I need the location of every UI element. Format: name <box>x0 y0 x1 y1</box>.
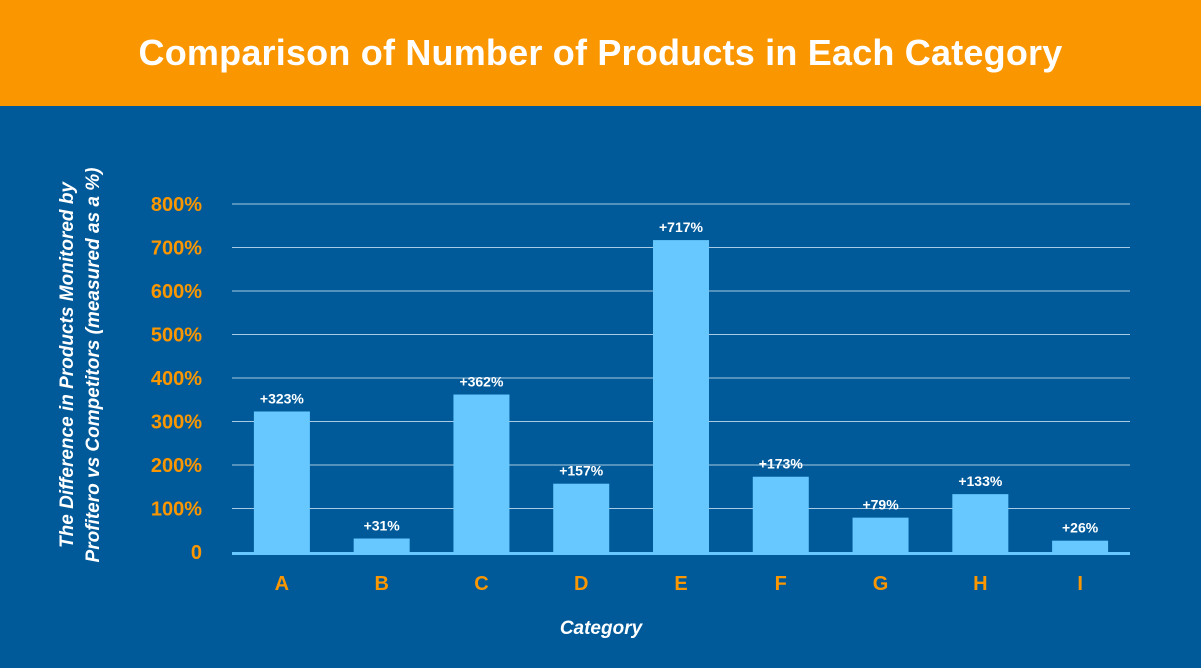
bar-d <box>553 483 610 552</box>
bar-b <box>353 538 410 552</box>
bar-c <box>453 394 510 552</box>
data-label: +157% <box>559 463 604 479</box>
data-label: +362% <box>459 374 504 390</box>
bar-a <box>253 411 310 552</box>
y-tick-label: 600% <box>151 281 202 303</box>
y-tick-label: 200% <box>151 455 202 477</box>
data-label: +26% <box>1062 520 1099 536</box>
y-tick-label: 400% <box>151 368 202 390</box>
data-label: +717% <box>659 219 704 235</box>
bar-i <box>1052 540 1109 552</box>
bar-e <box>653 240 709 553</box>
y-tick-label: 0 <box>191 542 202 564</box>
chart-header: Comparison of Number of Products in Each… <box>0 0 1201 106</box>
x-tick-label: G <box>873 573 889 595</box>
y-axis-ticks: 0 100% 200% 300% 400% 500% 600% 700% 800% <box>151 194 202 564</box>
chart-area: 0 100% 200% 300% 400% 500% 600% 700% 800% +323% +… <box>0 106 1201 663</box>
data-label: +31% <box>364 518 401 534</box>
chart-title: Comparison of Number of Products in Each… <box>138 32 1063 73</box>
x-tick-label: C <box>474 573 488 595</box>
bar-g <box>852 517 909 552</box>
x-axis-title: Category <box>560 618 644 639</box>
data-label: +323% <box>260 390 305 406</box>
y-axis-title-line-1: The Difference in Products Monitored by <box>57 181 78 548</box>
y-tick-label: 700% <box>151 238 202 260</box>
y-axis-title: The Difference in Products Monitored by … <box>57 168 104 563</box>
y-tick-label: 500% <box>151 325 202 347</box>
x-tick-label: I <box>1077 573 1083 595</box>
x-tick-label: D <box>574 573 588 595</box>
y-tick-label: 100% <box>151 499 202 521</box>
y-axis-title-line-2: Profitero vs Competitors (measured as a … <box>83 168 104 563</box>
x-tick-label: F <box>775 573 787 595</box>
x-tick-label: A <box>275 573 289 595</box>
x-tick-label: B <box>374 573 388 595</box>
bar-f <box>752 476 809 552</box>
y-tick-label: 800% <box>151 194 202 216</box>
y-tick-label: 300% <box>151 412 202 434</box>
x-tick-label: H <box>973 573 987 595</box>
bars <box>253 240 1109 553</box>
data-labels: +323% +31% +362% +157% +717% +173% +79% +133% +2… <box>260 219 1099 536</box>
x-tick-label: E <box>674 573 687 595</box>
data-label: +133% <box>958 473 1003 489</box>
data-label: +173% <box>759 456 804 472</box>
x-axis-ticks: A B C D E F G H I <box>275 573 1083 595</box>
bar-h <box>952 494 1009 552</box>
data-label: +79% <box>862 497 899 513</box>
